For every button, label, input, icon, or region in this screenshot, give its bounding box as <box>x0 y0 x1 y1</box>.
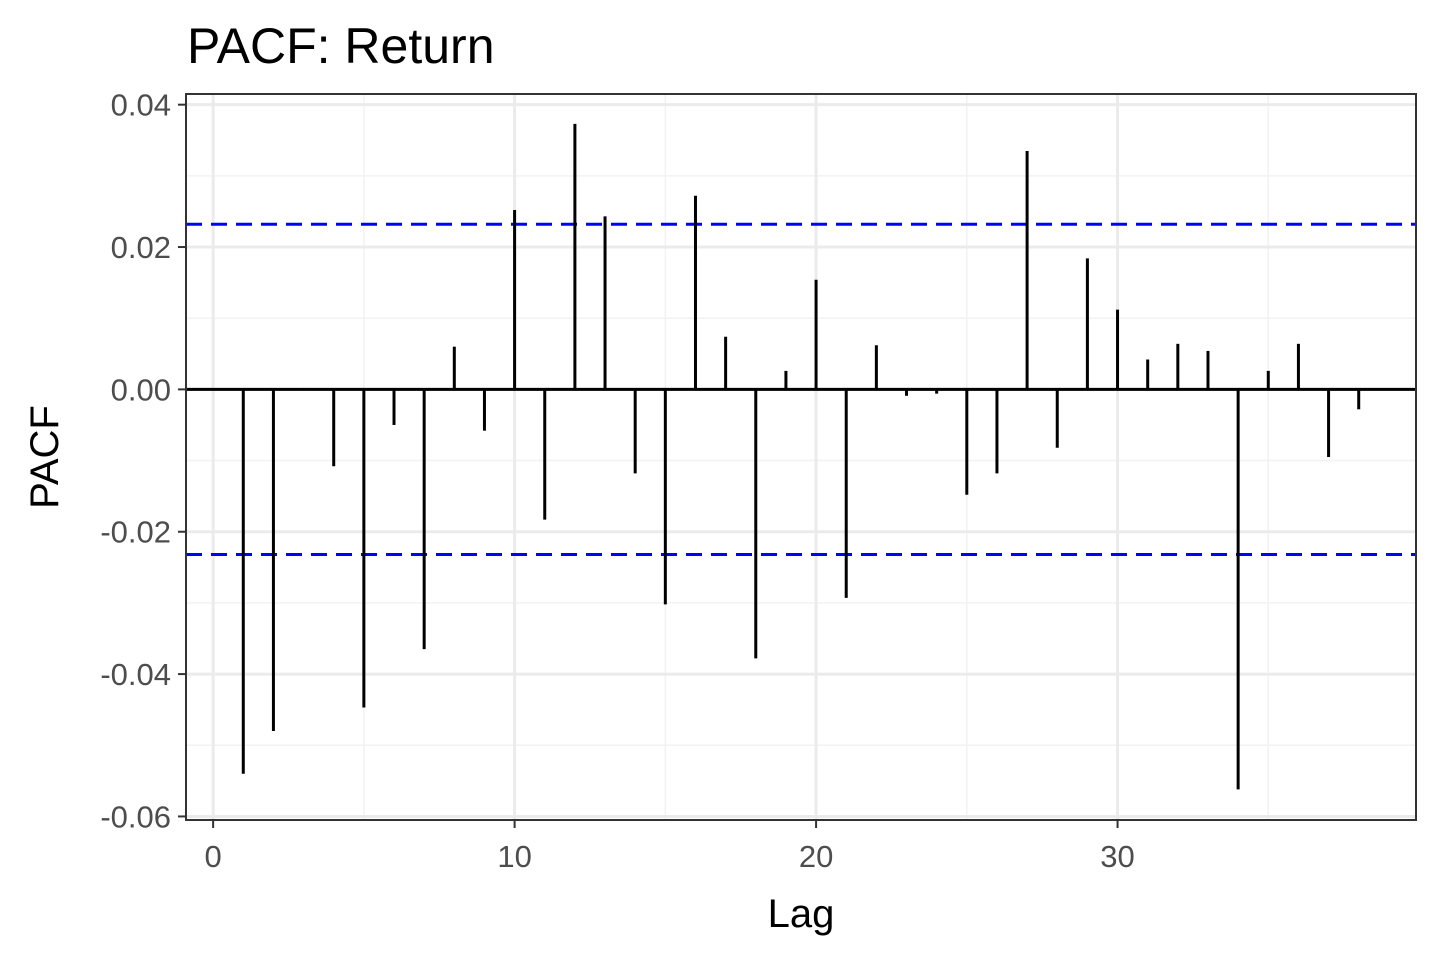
plot-panel <box>186 94 1416 820</box>
x-axis-title: Lag <box>768 892 835 936</box>
x-tick-label: 0 <box>205 839 222 874</box>
x-tick-label: 30 <box>1100 839 1134 874</box>
confidence-bounds <box>186 222 1416 557</box>
y-axis-title: PACF <box>23 405 67 509</box>
grid-lines <box>186 94 1416 820</box>
y-axis: 0.04 0.02 0.00 -0.02 -0.04 -0.06 <box>100 88 186 834</box>
y-tick-label: -0.02 <box>100 515 171 550</box>
x-axis: 0 10 20 30 <box>205 820 1135 874</box>
chart-title: PACF: Return <box>187 18 495 74</box>
y-tick-label: 0.00 <box>111 372 171 407</box>
x-tick-label: 20 <box>799 839 833 874</box>
y-tick-label: -0.06 <box>100 799 171 834</box>
plot-border <box>185 93 1417 821</box>
y-tick-label: -0.04 <box>100 657 171 692</box>
y-tick-label: 0.02 <box>111 230 171 265</box>
x-tick-label: 10 <box>497 839 531 874</box>
y-tick-label: 0.04 <box>111 88 171 123</box>
pacf-bars <box>241 123 1361 790</box>
